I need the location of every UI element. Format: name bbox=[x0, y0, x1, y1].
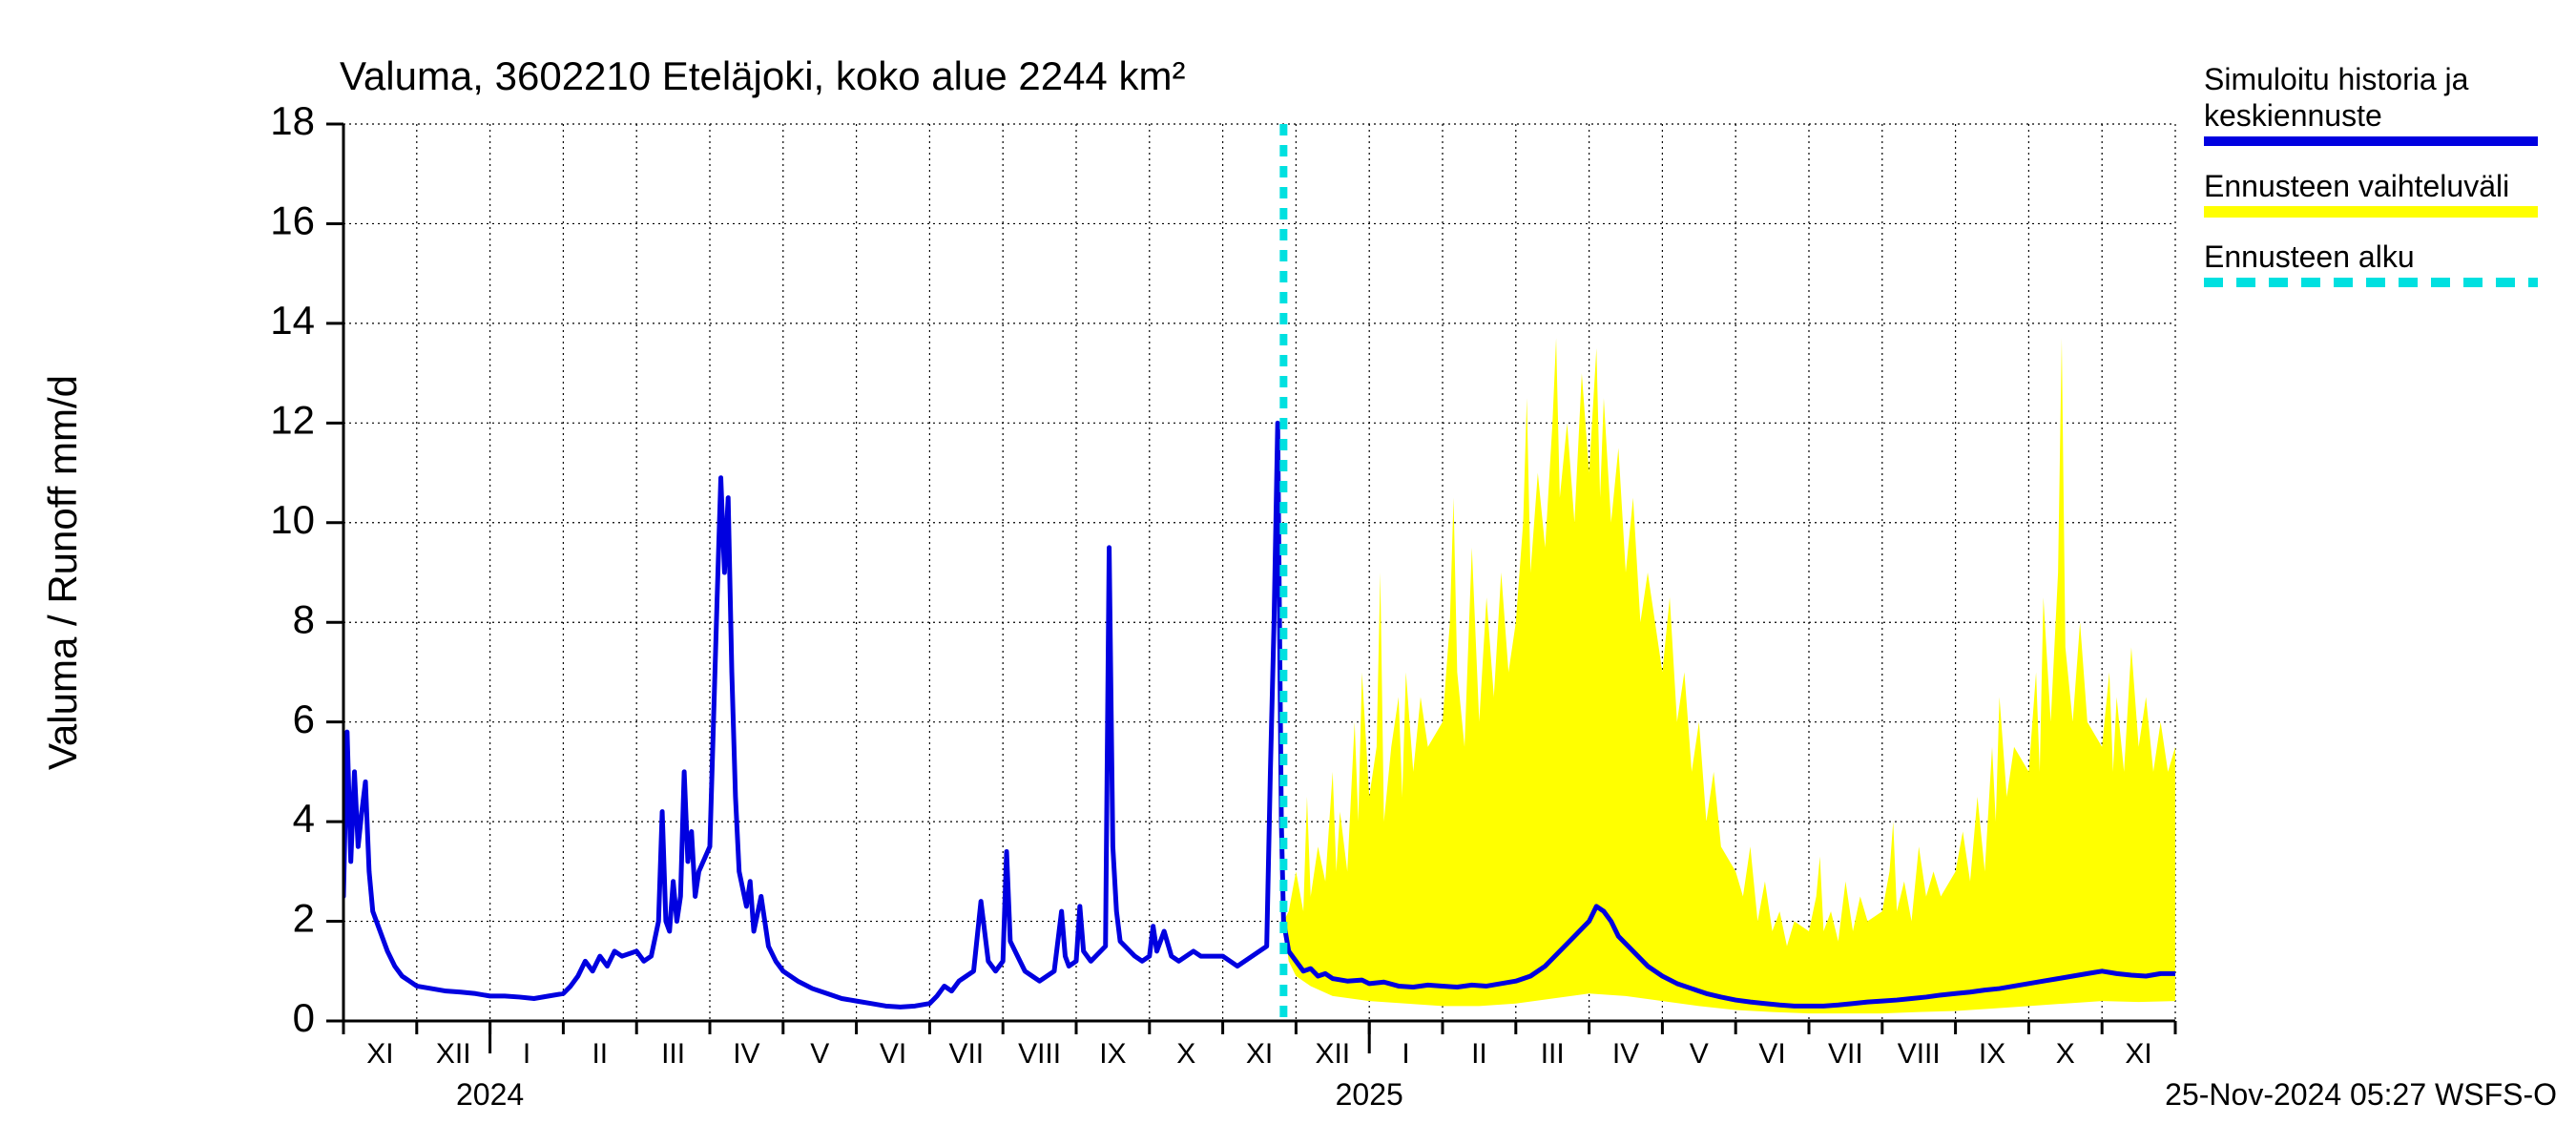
x-month-label: IX bbox=[1979, 1038, 2005, 1070]
y-tick-label: 2 bbox=[293, 896, 315, 941]
x-month-label: III bbox=[1541, 1038, 1565, 1070]
y-axis-label: Valuma / Runoff mm/d bbox=[40, 375, 85, 770]
y-tick-label: 18 bbox=[270, 98, 315, 143]
y-tick-label: 16 bbox=[270, 198, 315, 243]
x-year-label: 2024 bbox=[456, 1077, 524, 1112]
x-month-label: IV bbox=[733, 1038, 759, 1070]
legend-label: Ennusteen alku bbox=[2204, 239, 2415, 274]
y-tick-label: 4 bbox=[293, 796, 315, 841]
y-tick-label: 6 bbox=[293, 697, 315, 741]
y-tick-label: 10 bbox=[270, 497, 315, 542]
y-tick-label: 12 bbox=[270, 397, 315, 442]
x-year-label: 2025 bbox=[1336, 1077, 1403, 1112]
x-month-label: III bbox=[661, 1038, 685, 1070]
x-month-label: V bbox=[1690, 1038, 1709, 1070]
y-tick-label: 0 bbox=[293, 995, 315, 1040]
x-month-label: VI bbox=[1758, 1038, 1785, 1070]
x-month-label: XII bbox=[436, 1038, 471, 1070]
y-tick-label: 8 bbox=[293, 596, 315, 641]
x-month-label: IV bbox=[1612, 1038, 1639, 1070]
legend-label: Simuloitu historia ja bbox=[2204, 62, 2469, 96]
x-month-label: XI bbox=[2125, 1038, 2151, 1070]
x-month-label: I bbox=[523, 1038, 530, 1070]
footer-timestamp: 25-Nov-2024 05:27 WSFS-O bbox=[2165, 1077, 2557, 1112]
y-tick-label: 14 bbox=[270, 298, 315, 343]
x-month-label: V bbox=[810, 1038, 829, 1070]
runoff-chart: 024681012141618XIXIIIIIIIIIVVVIVIIVIIIIX… bbox=[0, 0, 2576, 1145]
x-month-label: II bbox=[1471, 1038, 1487, 1070]
chart-title: Valuma, 3602210 Eteläjoki, koko alue 224… bbox=[340, 53, 1185, 98]
x-month-label: VII bbox=[948, 1038, 984, 1070]
x-month-label: XI bbox=[366, 1038, 393, 1070]
x-month-label: VI bbox=[880, 1038, 906, 1070]
legend-label: Ennusteen vaihteluväli bbox=[2204, 169, 2509, 203]
x-month-label: XI bbox=[1246, 1038, 1273, 1070]
x-month-label: VIII bbox=[1898, 1038, 1941, 1070]
legend-label: keskiennuste bbox=[2204, 98, 2382, 133]
x-month-label: XII bbox=[1315, 1038, 1350, 1070]
x-month-label: VII bbox=[1828, 1038, 1863, 1070]
x-month-label: X bbox=[1176, 1038, 1195, 1070]
x-month-label: VIII bbox=[1018, 1038, 1061, 1070]
x-month-label: II bbox=[592, 1038, 608, 1070]
x-month-label: X bbox=[2056, 1038, 2075, 1070]
x-month-label: I bbox=[1402, 1038, 1409, 1070]
x-month-label: IX bbox=[1099, 1038, 1126, 1070]
